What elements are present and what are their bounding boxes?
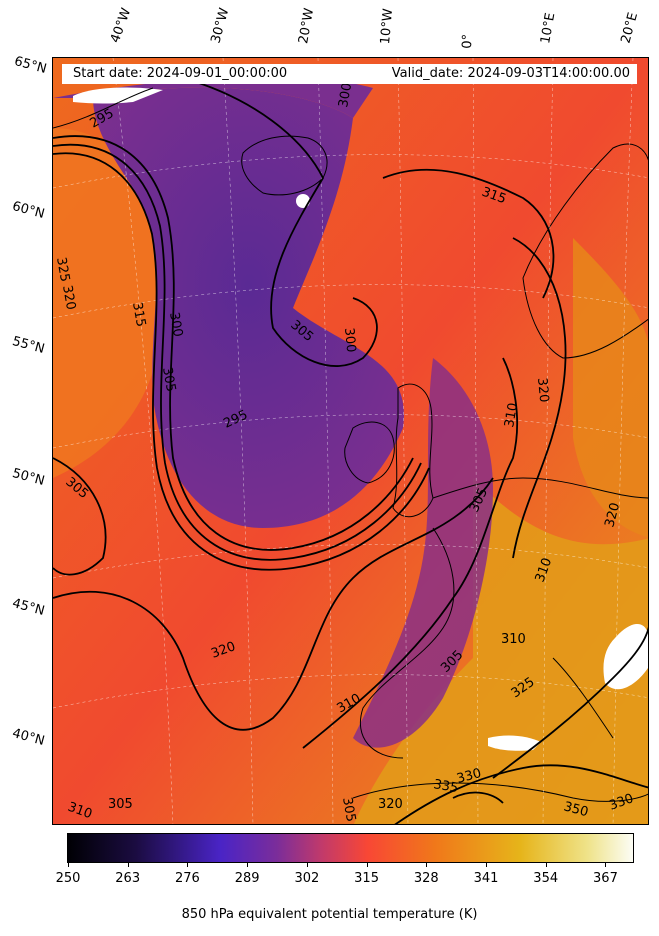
- contour-label: 310: [501, 632, 526, 647]
- colorbar-tick-mark: [426, 863, 428, 867]
- colorbar-tick-label: 354: [533, 871, 559, 886]
- coast-continent: [432, 477, 648, 499]
- lat-label-60n: 60°N: [10, 199, 47, 222]
- colorbar-tick-label: 263: [115, 871, 141, 886]
- contour-label: 300: [341, 327, 358, 353]
- contour-label: 335: [432, 777, 459, 796]
- contour-310-europe: [302, 357, 519, 749]
- colorbar-tick-mark: [605, 863, 607, 867]
- contour-350-sw: [452, 791, 504, 804]
- colorbar-tick-label: 315: [354, 871, 379, 886]
- colorbar: [67, 833, 634, 863]
- contour-label: 320: [378, 797, 403, 812]
- field-missing-alps: [603, 623, 648, 690]
- field-orange-west: [53, 128, 165, 478]
- colorbar-tick-mark: [68, 863, 69, 867]
- colorbar-tick-mark: [127, 863, 129, 867]
- field-warm-southeast: [353, 478, 648, 824]
- contour-label: 300: [166, 311, 185, 338]
- theta-e-map: 295 295 300 300 300 305 305 305 305 305 …: [52, 57, 649, 825]
- contour-label: 320: [534, 377, 551, 403]
- contour-330-south: [394, 764, 648, 824]
- colorbar-tick-mark: [545, 863, 547, 867]
- contour-label: 320: [602, 501, 623, 529]
- start-date-label: Start date: 2024-09-01_00:00:00: [73, 66, 288, 81]
- coast-france-iberia: [359, 527, 455, 759]
- contour-trough-3: [53, 152, 430, 571]
- contour-label: 350: [562, 799, 590, 820]
- contour-trough-2: [53, 143, 422, 561]
- lon-label-30w: 30°W: [208, 6, 233, 45]
- colorbar-tick-label: 302: [294, 871, 320, 886]
- lat-label-65n: 65°N: [12, 54, 49, 77]
- contour-label: 315: [129, 301, 148, 328]
- contour-label: 320: [59, 284, 78, 311]
- colorbar-tick-label: 276: [175, 871, 200, 886]
- lat-label-55n: 55°N: [10, 334, 47, 357]
- contour-trough-inner: [182, 77, 378, 367]
- graticule: [53, 58, 648, 824]
- coastlines: [53, 87, 648, 802]
- colorbar-tick-label: 289: [234, 871, 260, 886]
- colorbar-tick-label: 250: [55, 871, 81, 886]
- contour-trough-outer: [53, 135, 414, 551]
- contour-label: 305: [159, 366, 178, 393]
- theta-e-contours: [53, 77, 648, 824]
- coast-greenland: [53, 87, 154, 129]
- contour-label: 305: [339, 796, 358, 823]
- colorbar-tick-label: 341: [473, 871, 499, 886]
- contour-325-southeast: [492, 626, 648, 779]
- contour-label: 310: [502, 402, 521, 429]
- contour-label: 300: [336, 82, 355, 109]
- contour-320-mid: [53, 477, 494, 731]
- lon-label-0: 0°: [460, 33, 476, 49]
- lon-label-10w: 10°W: [378, 7, 397, 45]
- lon-label-40w: 40°W: [107, 6, 135, 45]
- field-cold-tongue-europe: [353, 358, 493, 748]
- colorbar-tick-mark: [247, 863, 249, 867]
- coast-italy: [552, 657, 614, 739]
- lat-label-50n: 50°N: [10, 466, 47, 489]
- colorbar-tick-mark: [187, 863, 189, 867]
- contour-305-west: [53, 457, 107, 576]
- contour-label: 330: [455, 766, 483, 787]
- field-cold-north: [53, 77, 373, 118]
- lon-label-10e: 10°E: [538, 11, 559, 45]
- coast-africa: [352, 782, 648, 802]
- field-missing-northwest: [73, 87, 163, 104]
- contour-label: 305: [108, 797, 133, 812]
- colorbar-tick-mark: [486, 863, 487, 867]
- coast-ireland: [344, 421, 395, 484]
- colorbar-gradient: [68, 834, 633, 862]
- map-canvas: 295 295 300 300 300 305 305 305 305 305 …: [53, 58, 648, 824]
- colorbar-tick-label: 328: [413, 871, 439, 886]
- valid-date-label: Valid_date: 2024-09-03T14:00:00.00: [391, 66, 630, 81]
- colorbar-tick-label: 367: [593, 871, 618, 886]
- colorbar-label: 850 hPa equivalent potential temperature…: [181, 907, 478, 922]
- coast-britain: [392, 383, 434, 518]
- header-band: [62, 64, 637, 84]
- field-missing-iceland: [296, 194, 310, 208]
- colorbar-tick-mark: [366, 863, 368, 867]
- colorbar-tick-mark: [306, 863, 308, 867]
- lon-label-20e: 20°E: [618, 10, 642, 46]
- lat-label-45n: 45°N: [10, 596, 47, 619]
- field-warm-east: [573, 238, 648, 538]
- contour-label: 325: [53, 256, 72, 283]
- lon-label-20w: 20°W: [296, 7, 318, 46]
- contour-315-north: [382, 168, 555, 299]
- lat-label-40n: 40°N: [10, 726, 47, 749]
- field-missing-mediterranean: [488, 735, 541, 751]
- contour-320-east: [512, 237, 567, 559]
